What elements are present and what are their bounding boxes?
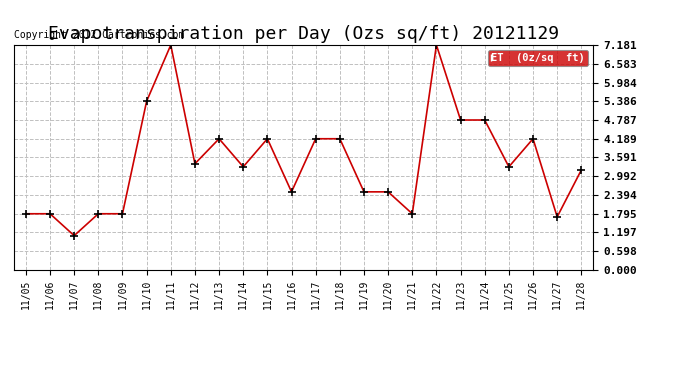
Text: Copyright 2012 Cartronics.com: Copyright 2012 Cartronics.com xyxy=(14,30,184,40)
Legend: ET  (0z/sq  ft): ET (0z/sq ft) xyxy=(489,50,588,66)
Title: Evapotranspiration per Day (Ozs sq/ft) 20121129: Evapotranspiration per Day (Ozs sq/ft) 2… xyxy=(48,26,559,44)
